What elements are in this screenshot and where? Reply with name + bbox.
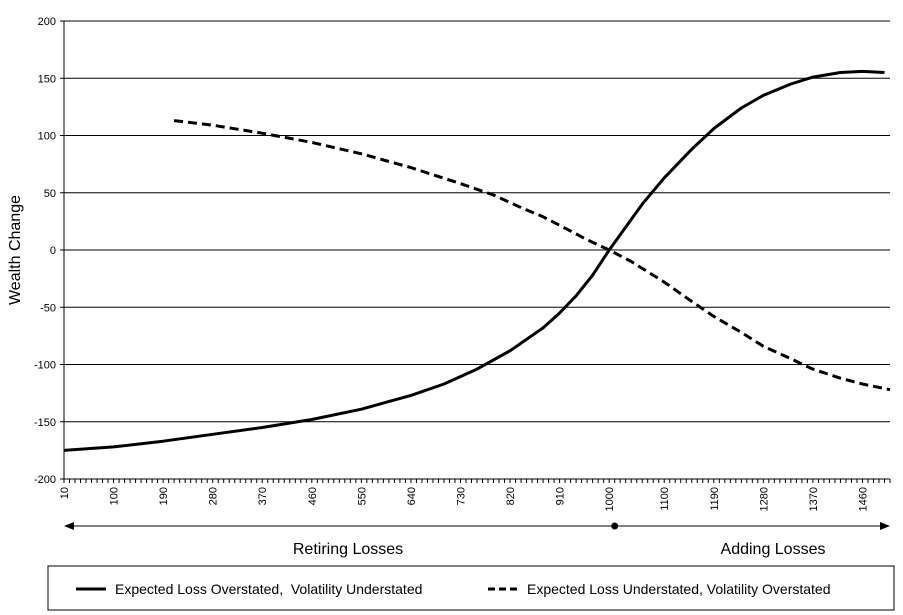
x-tick-label: 100 bbox=[109, 487, 121, 505]
y-tick-label: 100 bbox=[38, 131, 56, 143]
x-tick-label: 1190 bbox=[709, 487, 721, 511]
y-tick-label: 0 bbox=[50, 245, 56, 257]
grid-lines bbox=[64, 20, 890, 480]
x-tick-label: 280 bbox=[208, 487, 220, 505]
x-tick-label: 1000 bbox=[604, 487, 616, 511]
y-tick-label: 200 bbox=[38, 16, 56, 28]
x-tick-label: 1460 bbox=[857, 487, 869, 511]
x-tick-label: 1280 bbox=[758, 487, 770, 511]
x-tick-label: 640 bbox=[406, 487, 418, 505]
y-tick-label: -50 bbox=[40, 302, 56, 314]
x-tick-label: 820 bbox=[505, 487, 517, 505]
y-tick-label: -150 bbox=[34, 417, 56, 429]
x-tick-label: 460 bbox=[307, 487, 319, 505]
x-tick-labels: 10 100 190 280 370 460 550 640 730 820 910 1000 1100… bbox=[59, 487, 869, 511]
legend-label-series-2: Expected Loss Understated, Volatility Ov… bbox=[527, 581, 831, 597]
y-tick-label: -100 bbox=[34, 360, 56, 372]
x-tick-label: 370 bbox=[257, 487, 269, 505]
series-line-2 bbox=[173, 119, 891, 392]
y-axis-title: Wealth Change bbox=[7, 195, 24, 305]
legend: Expected Loss Overstated, Volatility Und… bbox=[47, 565, 895, 611]
x-tick-label: 10 bbox=[59, 487, 71, 499]
series-line-1 bbox=[63, 69, 885, 452]
arrow-left-head bbox=[64, 522, 74, 530]
region-divider-dot bbox=[611, 522, 619, 530]
x-tick-label: 910 bbox=[555, 487, 567, 505]
legend-label-series-1: Expected Loss Overstated, Volatility Und… bbox=[115, 581, 422, 597]
y-tick-label: -200 bbox=[34, 474, 56, 486]
axes bbox=[60, 20, 891, 483]
x-tick-label: 1100 bbox=[659, 487, 671, 511]
arrow-right-head bbox=[880, 522, 890, 530]
adding-losses-label: Adding Losses bbox=[721, 541, 826, 558]
x-tick-label: 190 bbox=[158, 487, 170, 505]
y-tick-label: 150 bbox=[38, 73, 56, 85]
retiring-losses-label: Retiring Losses bbox=[293, 541, 403, 558]
x-tick-label: 1370 bbox=[808, 487, 820, 511]
x-tick-label: 550 bbox=[356, 487, 368, 505]
y-tick-labels: -200 -150 -100 -50 0 50 100 150 200 bbox=[34, 16, 56, 486]
series-lines bbox=[63, 69, 891, 452]
region-arrow bbox=[64, 522, 890, 530]
x-tick-label: 730 bbox=[455, 487, 467, 505]
y-tick-label: 50 bbox=[44, 188, 56, 200]
legend-box bbox=[47, 565, 895, 611]
